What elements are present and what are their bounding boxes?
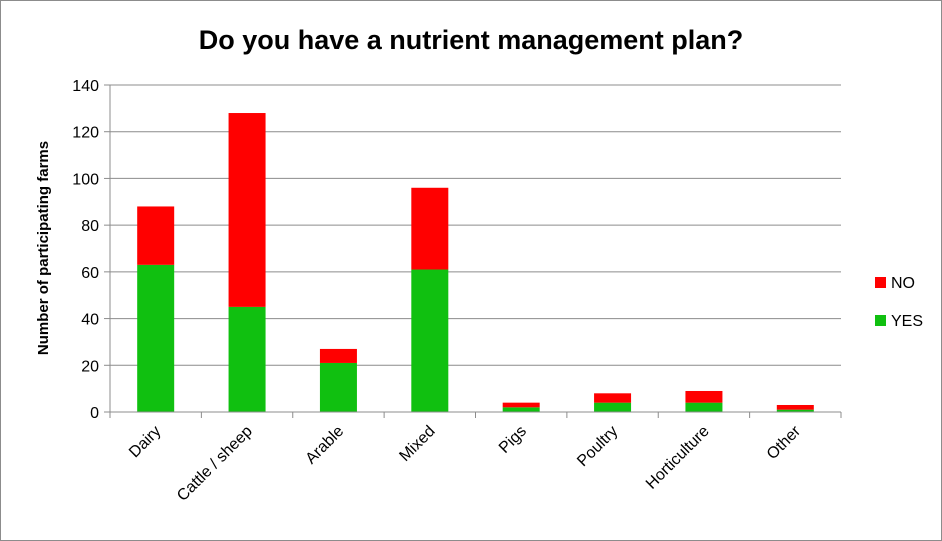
bar-no-dairy (137, 206, 175, 265)
y-tick-label: 120 (72, 125, 99, 142)
x-tick-label: Arable (303, 423, 348, 468)
bar-no-arable (319, 348, 357, 363)
chart-title: Do you have a nutrient management plan? (199, 25, 744, 55)
legend-label-no: NO (891, 275, 915, 292)
bar-yes-other (776, 409, 814, 412)
axes: 0 20 40 60 80 100 120 140 Dairy Cattle / sheep Ara… (72, 78, 842, 505)
bars (137, 113, 814, 412)
y-tick-label: 0 (90, 405, 99, 422)
y-tick-label: 20 (81, 358, 99, 375)
x-tick-label: Mixed (396, 423, 438, 465)
bar-yes-poultry (594, 402, 632, 412)
x-tick-label: Poultry (574, 423, 621, 470)
bar-yes-horticulture (685, 402, 723, 412)
legend-label-yes: YES (891, 313, 923, 330)
y-tick-label: 100 (72, 171, 99, 188)
x-tick-label: Cattle / sheep (174, 423, 256, 505)
bar-no-other (776, 404, 814, 410)
bar-yes-cattle-sheep (228, 306, 266, 412)
bar-no-horticulture (685, 390, 723, 403)
bar-no-cattle-sheep (228, 113, 266, 307)
legend-swatch-no (875, 277, 886, 288)
y-tick-label: 140 (72, 78, 99, 95)
y-tick-label: 60 (81, 265, 99, 282)
y-tick-label: 40 (81, 312, 99, 329)
y-tick-label: 80 (81, 218, 99, 235)
x-tick-label: Horticulture (643, 423, 713, 493)
bar-no-poultry (594, 393, 632, 403)
x-tick-label: Dairy (126, 423, 164, 461)
legend: NO YES (875, 275, 923, 330)
gridlines (110, 84, 841, 366)
bar-yes-pigs (502, 407, 540, 412)
bar-no-pigs (502, 402, 540, 408)
bar-no-mixed (411, 187, 449, 270)
x-tick-label: Pigs (496, 423, 530, 457)
x-tick-label: Other (764, 422, 805, 463)
bar-yes-arable (319, 362, 357, 412)
y-axis-label: Number of participating farms (35, 141, 52, 355)
legend-swatch-yes (875, 315, 886, 326)
bar-yes-mixed (411, 269, 449, 412)
bar-yes-dairy (137, 264, 175, 412)
